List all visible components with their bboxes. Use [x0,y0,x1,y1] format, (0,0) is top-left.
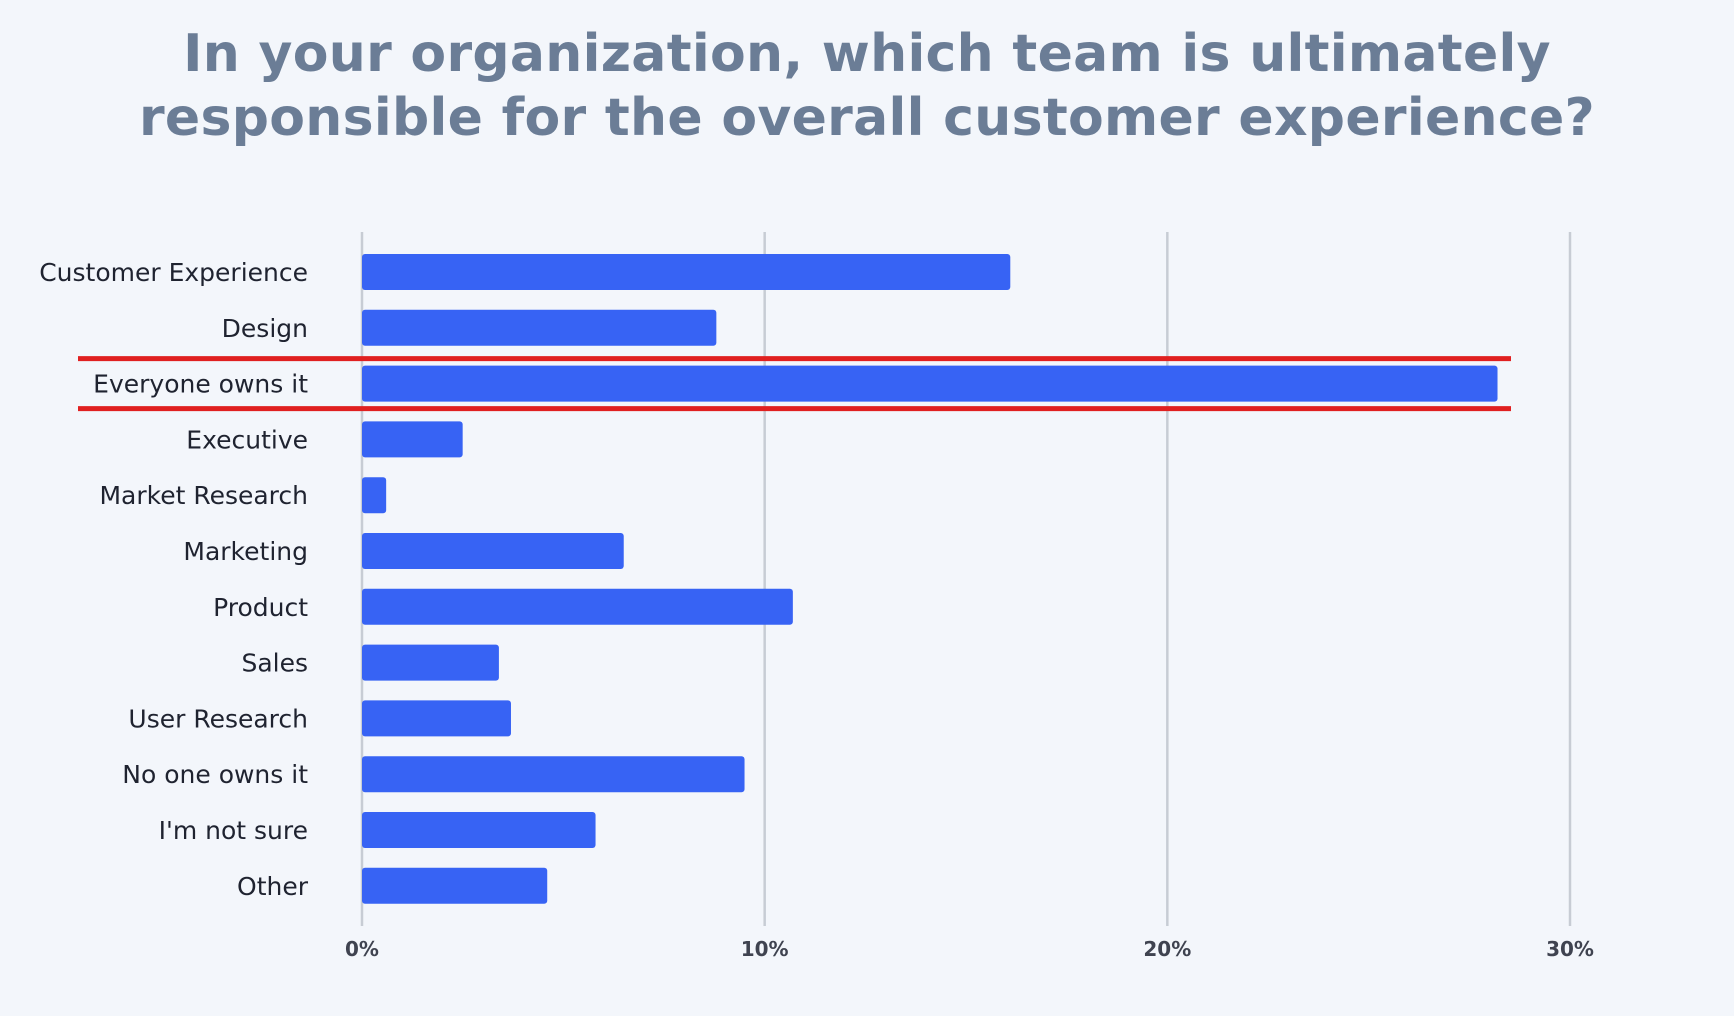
category-label: Design [222,314,308,343]
x-tick-label: 10% [741,937,789,961]
bars [362,254,1498,904]
category-label: I'm not sure [159,816,308,845]
category-label: Executive [186,425,308,454]
x-axis-ticks: 0% 10% 20% 30% [345,937,1594,961]
chart-title-line-2: responsible for the overall customer exp… [138,88,1596,148]
chart-title-line-1: In your organization, which team is ulti… [183,24,1551,84]
x-tick-label: 30% [1546,937,1594,961]
category-labels: Customer Experience Design Everyone owns i… [39,258,309,901]
bar [362,309,717,346]
bar [362,254,1011,290]
bar [362,533,624,569]
bar [362,477,387,514]
category-label: Marketing [183,537,308,566]
x-tick-label: 0% [345,937,379,961]
category-label: Customer Experience [39,258,308,287]
bar [362,812,596,848]
category-label: Sales [241,649,308,678]
category-label: Everyone owns it [93,370,308,399]
bar [362,421,463,458]
bar [362,588,793,625]
bar [362,867,548,904]
category-label: Other [237,872,309,901]
category-label: Market Research [99,481,308,510]
x-tick-label: 20% [1143,937,1191,961]
highlight-frame [78,356,1511,412]
bar [362,365,1498,402]
chart-title: In your organization, which team is ulti… [0,22,1734,150]
bar [362,700,511,737]
category-label: User Research [128,704,308,733]
bar [362,756,745,793]
category-label: No one owns it [122,760,308,789]
category-label: Product [213,593,308,622]
bar [362,644,499,681]
gridlines [360,232,1572,926]
